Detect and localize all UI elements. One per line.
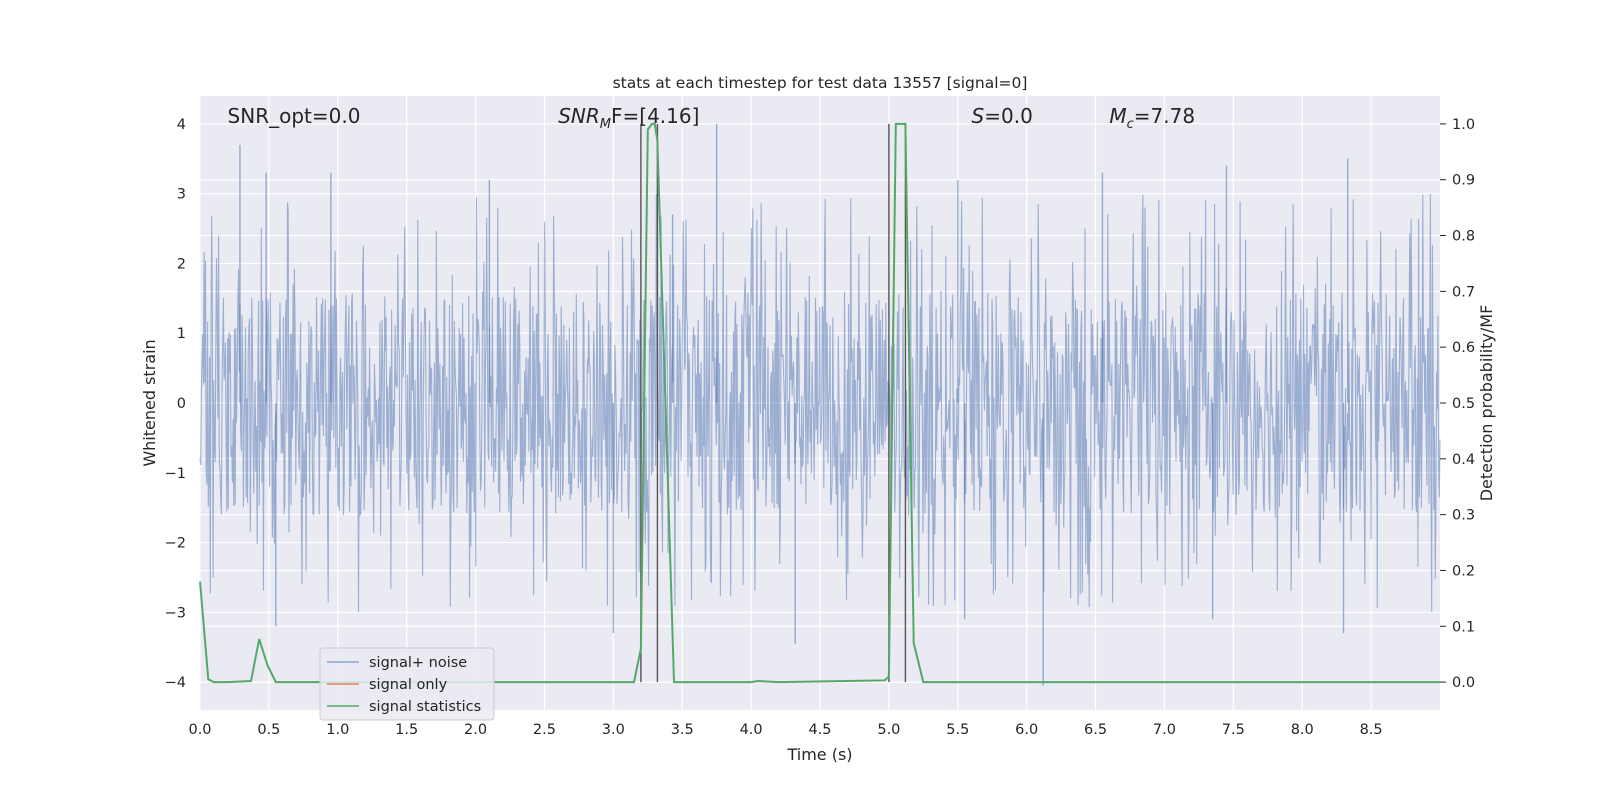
series-line-signal-noise xyxy=(199,193,1441,612)
legend-label-signal-statistics: signal statistics xyxy=(369,699,481,715)
x-tick-label: 1.5 xyxy=(395,722,418,738)
x-tick-label: 7.5 xyxy=(1222,722,1245,738)
y-axis-label: Whitened strain xyxy=(140,339,159,466)
legend-label-signal-noise: signal+ noise xyxy=(369,655,467,671)
x-tick-label: 5.0 xyxy=(877,722,900,738)
series-signal-statistics xyxy=(199,122,1440,684)
y2-tick-label: 0.9 xyxy=(1452,173,1475,189)
y-tick-label: 1 xyxy=(177,326,186,342)
chart-title: stats at each timestep for test data 135… xyxy=(613,74,1028,92)
x-tick-label: 0.0 xyxy=(188,722,211,738)
y-tick-label: 4 xyxy=(177,117,186,133)
y-tick-label: 3 xyxy=(177,187,186,203)
y-axis-ticks: −4 −3 −2 −1 0 1 2 3 4 xyxy=(165,117,186,691)
x-tick-label: 7.0 xyxy=(1153,722,1176,738)
series-line-signal-statistics xyxy=(199,122,1440,684)
y2-tick-label: 0.8 xyxy=(1452,229,1475,245)
x-tick-label: 8.5 xyxy=(1360,722,1383,738)
y-tick-label: −4 xyxy=(165,675,186,691)
x-tick-label: 3.5 xyxy=(671,722,694,738)
annotation-text: SNRMF=[4.16] xyxy=(558,104,699,132)
y-tick-label: −1 xyxy=(165,466,186,482)
x-tick-label: 5.5 xyxy=(946,722,969,738)
x-tick-label: 6.0 xyxy=(1015,722,1038,738)
y2-tick-label: 1.0 xyxy=(1452,117,1475,133)
y-tick-label: −3 xyxy=(165,605,186,621)
legend: signal+ noise signal only signal statist… xyxy=(319,647,495,721)
annotation-text: SNR_opt=0.0 xyxy=(228,104,361,128)
x-tick-label: 1.0 xyxy=(326,722,349,738)
y2-tick-label: 0.7 xyxy=(1452,284,1475,300)
y2-tick-label: 0.6 xyxy=(1452,340,1475,356)
y-tick-label: −2 xyxy=(165,536,186,552)
y2-tick-label: 0.2 xyxy=(1452,563,1475,579)
x-tick-label: 2.0 xyxy=(464,722,487,738)
annotation-text: Mc=7.78 xyxy=(1109,104,1195,132)
x-tick-label: 4.0 xyxy=(740,722,763,738)
y2-tick-label: 0.4 xyxy=(1452,452,1475,468)
y2-axis-label: Detection probability/MF xyxy=(1477,305,1496,502)
x-tick-label: 8.0 xyxy=(1291,722,1314,738)
y2-tick-label: 0.0 xyxy=(1452,675,1475,691)
y2-tick-label: 0.5 xyxy=(1452,396,1475,412)
x-tick-label: 4.5 xyxy=(808,722,831,738)
annotations: SNR_opt=0.0 SNRMF=[4.16] S=0.0 Mc=7.78 xyxy=(228,104,1195,132)
y2-tick-label: 0.3 xyxy=(1452,508,1475,524)
y-tick-label: 2 xyxy=(177,256,186,272)
x-tick-label: 0.5 xyxy=(257,722,280,738)
x-tick-label: 3.0 xyxy=(602,722,625,738)
x-tick-label: 2.5 xyxy=(533,722,556,738)
x-axis-label: Time (s) xyxy=(786,745,852,764)
y2-axis-ticks: 0.0 0.1 0.2 0.3 0.4 0.5 0.6 0.7 0.8 0.9 1.0 xyxy=(1440,117,1475,691)
x-axis-ticks: 0.0 0.5 1.0 1.5 2.0 2.5 3.0 3.5 4.0 4.5 5.0 5.5 6.0 6… xyxy=(188,722,1382,738)
x-tick-label: 6.5 xyxy=(1084,722,1107,738)
annotation-text: S=0.0 xyxy=(972,104,1033,128)
legend-label-signal-only: signal only xyxy=(369,677,448,693)
y2-tick-label: 0.1 xyxy=(1452,619,1475,635)
y-tick-label: 0 xyxy=(177,396,186,412)
legend-box xyxy=(319,647,495,721)
